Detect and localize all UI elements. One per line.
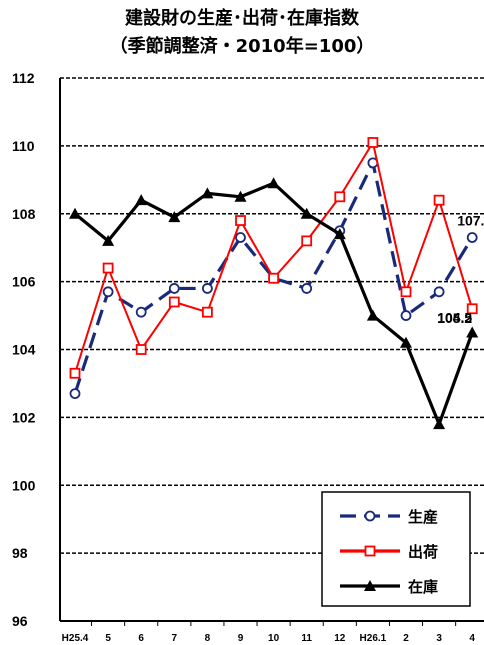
y-tick-label: 112 (12, 70, 35, 86)
data-point (135, 194, 148, 206)
series-line (74, 141, 474, 374)
data-point (366, 309, 379, 321)
data-point (301, 283, 313, 294)
data-point (400, 336, 412, 348)
data-point (201, 283, 213, 294)
data-point (466, 232, 478, 243)
data-point (400, 310, 412, 321)
data-point (268, 272, 280, 284)
x-tick-label: H26.1 (360, 633, 387, 644)
y-tick-label: 96 (12, 613, 28, 629)
chart-title: 建設財の生産･出荷･在庫指数 (125, 8, 359, 29)
x-tick-label: 11 (301, 633, 312, 644)
data-point (135, 344, 147, 355)
x-tick-label: 4 (469, 633, 475, 644)
series-在庫 (69, 177, 479, 430)
data-point (69, 367, 81, 379)
data-point (466, 326, 479, 338)
data-point (433, 286, 445, 298)
x-tick-label: 9 (238, 633, 244, 644)
y-tick-label: 110 (12, 138, 35, 154)
x-tick-label: 8 (205, 633, 211, 644)
data-point (201, 187, 214, 199)
series-line (73, 181, 474, 426)
data-point (168, 296, 180, 308)
data-label: 105.2 (437, 310, 472, 326)
x-tick-label: 2 (403, 633, 409, 644)
x-tick-label: 5 (105, 633, 111, 644)
data-label: 104.5 (437, 310, 472, 326)
data-point (334, 191, 346, 203)
x-tick-label: 6 (138, 633, 144, 644)
data-point (135, 306, 147, 318)
data-label: 107.3 (457, 213, 484, 229)
legend-label: 出荷 (408, 543, 438, 561)
data-point (367, 137, 379, 148)
data-point (400, 286, 412, 298)
x-tick-label: 3 (436, 633, 442, 644)
data-point (364, 580, 376, 591)
data-point (433, 418, 446, 430)
legend-label: 生産 (408, 508, 438, 526)
y-tick-label: 102 (12, 409, 36, 425)
data-point (168, 283, 180, 294)
data-point (102, 286, 114, 298)
data-point (301, 235, 313, 247)
data-point (234, 190, 247, 202)
y-tick-label: 108 (12, 206, 36, 222)
data-point (102, 262, 114, 274)
data-point (433, 194, 445, 206)
x-tick-label: 10 (268, 633, 280, 644)
legend-box (321, 491, 471, 607)
y-tick-label: 106 (12, 274, 36, 290)
legend-label: 在庫 (408, 578, 438, 596)
series-出荷 (69, 137, 478, 379)
chart-subtitle: （季節調整済・2010年=100） (109, 36, 375, 57)
data-point (364, 545, 376, 557)
data-point (102, 234, 115, 246)
data-point (69, 207, 81, 219)
data-point (267, 177, 280, 189)
data-point (201, 306, 213, 318)
data-point (364, 510, 376, 522)
y-tick-label: 104 (12, 342, 36, 358)
x-tick-label: 12 (334, 633, 346, 644)
data-point (69, 388, 81, 400)
data-point (300, 207, 313, 219)
x-tick-label: H25.4 (62, 633, 89, 644)
x-tick-label: 7 (172, 633, 178, 644)
y-tick-label: 100 (12, 477, 36, 493)
data-point (235, 232, 246, 243)
data-point (333, 228, 346, 240)
data-point (235, 215, 246, 226)
y-tick-label: 98 (12, 545, 28, 561)
data-point (466, 303, 478, 315)
data-point (168, 211, 181, 223)
